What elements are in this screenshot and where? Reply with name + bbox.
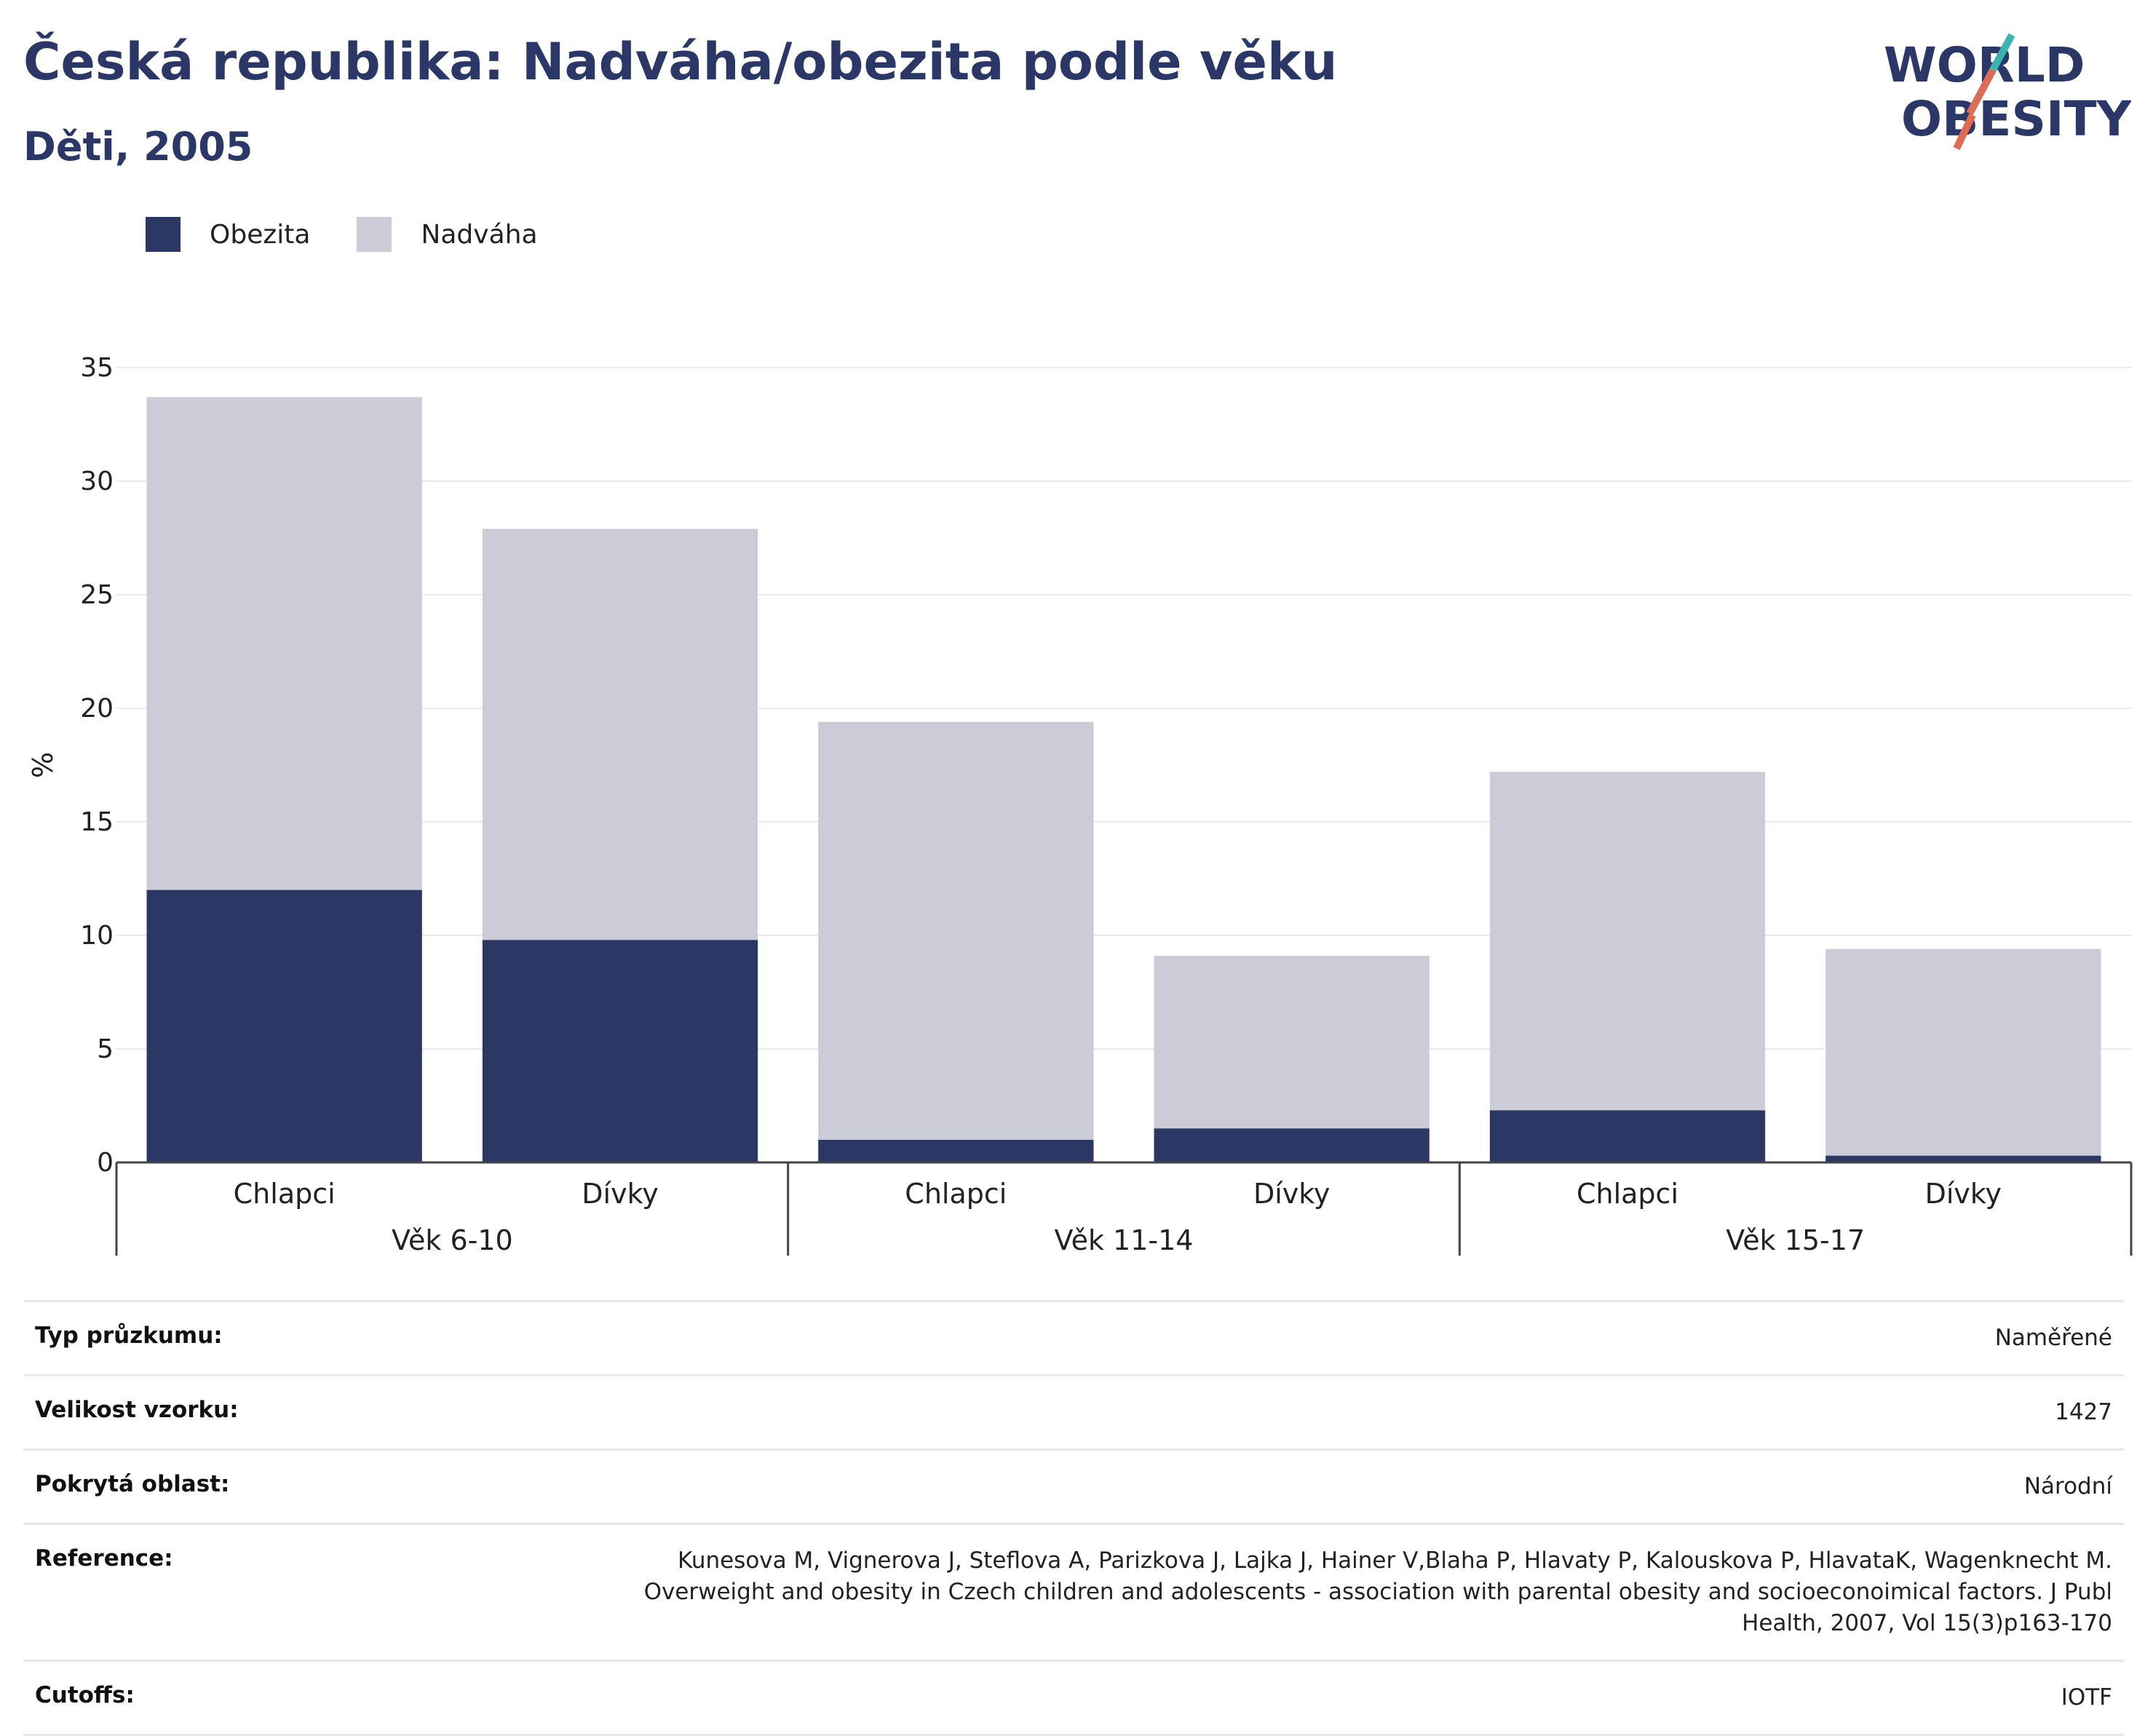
- bar-chart: 0 5 10 15 20 25 30 35% Chlapci Dívky Chlapci Dívky C…: [27, 353, 2133, 1256]
- survey-info-table: Typ průzkumu: Naměřené Velikost vzorku: …: [23, 1300, 2124, 1736]
- y-tick-label: 15: [80, 807, 114, 837]
- logo-slash-red: [1966, 68, 1997, 116]
- x-tick-label: Chlapci: [1577, 1178, 1678, 1210]
- bar-nadváha-3: [818, 721, 1094, 1140]
- info-row-reference: Reference: Kunesova M, Vignerova J, Stef…: [23, 1523, 2124, 1660]
- bar-obezita-4: [1154, 1128, 1430, 1162]
- y-tick-label: 0: [97, 1148, 114, 1178]
- x-tick-label: Dívky: [582, 1178, 658, 1210]
- y-tick-label: 35: [80, 353, 114, 383]
- bar-nadváha-4: [1154, 956, 1430, 1129]
- y-axis-label: %: [27, 752, 59, 778]
- info-row-area-covered: Pokrytá oblast: Národní: [23, 1448, 2124, 1523]
- x-tick-label: Dívky: [1253, 1178, 1330, 1210]
- y-tick-label: 25: [80, 580, 114, 610]
- x-tick-label: Dívky: [1925, 1178, 2002, 1210]
- bar-obezita-6: [1825, 1155, 2101, 1162]
- x-tick-label: Chlapci: [905, 1178, 1007, 1210]
- group-label: Věk 15-17: [1726, 1224, 1865, 1256]
- bar-nadváha-5: [1489, 772, 1766, 1111]
- bar-nadváha-2: [482, 528, 758, 940]
- y-tick-label: 5: [97, 1034, 114, 1064]
- info-label: Velikost vzorku:: [35, 1397, 239, 1423]
- y-tick-label: 20: [80, 694, 114, 724]
- bar-nadváha-6: [1825, 948, 2101, 1156]
- logo-slash-teal: [1989, 33, 2015, 72]
- chart-subtitle: Děti, 2005: [23, 124, 253, 170]
- info-label: Cutoffs:: [35, 1682, 135, 1708]
- legend-item-nadvaha: Nadváha: [357, 217, 538, 252]
- y-tick-label: 30: [80, 467, 114, 496]
- info-value: IOTF: [2061, 1684, 2112, 1711]
- group-label: Věk 6-10: [392, 1224, 513, 1256]
- info-row-cutoffs: Cutoffs: IOTF: [23, 1660, 2124, 1736]
- legend-item-obezita: Obezita: [146, 217, 310, 252]
- chart-title: Česká republika: Nadváha/obezita podle v…: [23, 32, 1338, 92]
- chart-legend: Obezita Nadváha: [146, 217, 584, 252]
- logo-text-line2: OBESITY: [1901, 91, 2131, 147]
- group-label: Věk 11-14: [1055, 1224, 1194, 1256]
- legend-label-obezita: Obezita: [210, 219, 311, 250]
- legend-label-nadvaha: Nadváha: [421, 219, 538, 250]
- info-label: Pokrytá oblast:: [35, 1471, 230, 1497]
- world-obesity-logo: WORLD OBESITY: [1884, 33, 2131, 151]
- bar-obezita-5: [1489, 1110, 1766, 1162]
- info-row-sample-size: Velikost vzorku: 1427: [23, 1374, 2124, 1448]
- info-value: Naměřené: [1994, 1325, 2112, 1351]
- y-tick-label: 10: [80, 921, 114, 951]
- info-value: Kunesova M, Vignerova J, Steflova A, Par…: [643, 1547, 2112, 1636]
- info-value: 1427: [2055, 1399, 2112, 1425]
- bar-obezita-1: [146, 889, 422, 1162]
- info-label: Reference:: [35, 1545, 173, 1571]
- bar-nadváha-1: [146, 397, 422, 890]
- bar-obezita-3: [818, 1139, 1094, 1162]
- bar-obezita-2: [482, 940, 758, 1162]
- x-tick-label: Chlapci: [234, 1178, 336, 1210]
- legend-swatch-nadvaha: [357, 217, 392, 252]
- logo-slash-tail: [1953, 113, 1976, 151]
- info-value: Národní: [2023, 1473, 2112, 1499]
- legend-swatch-obezita: [146, 217, 181, 252]
- info-row-survey-type: Typ průzkumu: Naměřené: [23, 1300, 2124, 1374]
- info-label: Typ průzkumu:: [35, 1323, 223, 1349]
